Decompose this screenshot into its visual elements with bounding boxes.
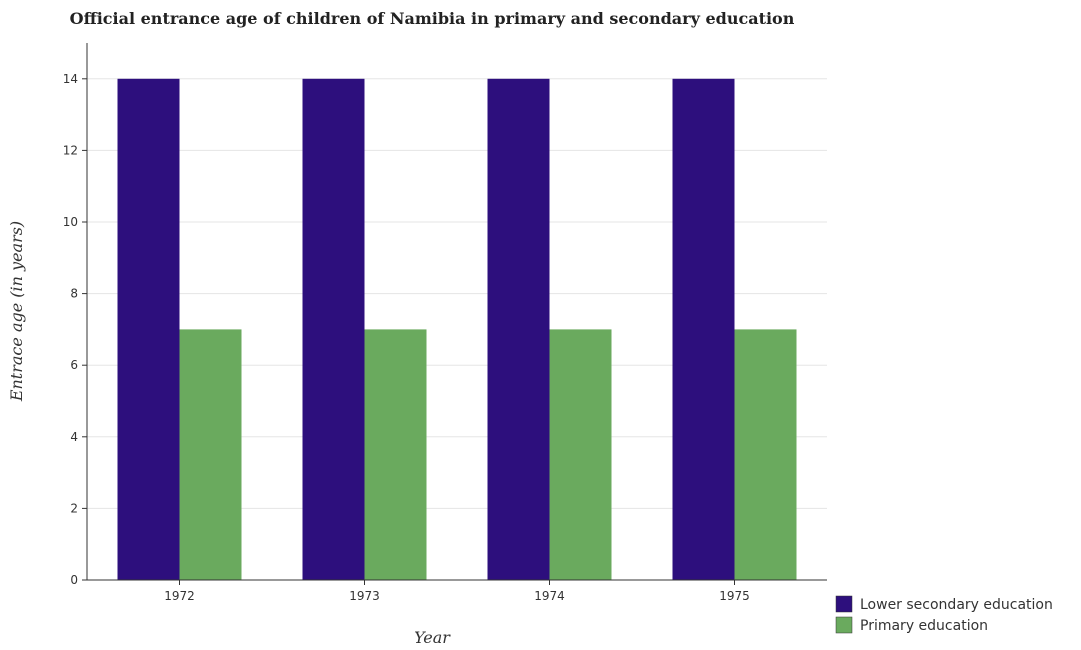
y-axis-title: Entrace age (in years) bbox=[7, 221, 26, 402]
bar-lower-secondary-1972 bbox=[117, 78, 180, 581]
bar-primary-1973 bbox=[364, 329, 427, 580]
y-tick-label: 10 bbox=[63, 215, 78, 229]
y-tick-label: 2 bbox=[70, 501, 78, 515]
x-axis-title: Year bbox=[414, 628, 451, 647]
x-tick-label: 1972 bbox=[164, 589, 195, 603]
y-tick-label: 6 bbox=[70, 358, 78, 372]
plot-area bbox=[86, 43, 827, 581]
x-tick-label: 1975 bbox=[719, 589, 750, 603]
bar-primary-1974 bbox=[549, 329, 612, 580]
y-tick-label: 8 bbox=[70, 287, 78, 301]
bars bbox=[117, 78, 797, 581]
y-tick-label: 12 bbox=[63, 143, 78, 157]
legend-label: Primary education bbox=[860, 618, 988, 634]
x-tick-label: 1974 bbox=[534, 589, 565, 603]
bar-lower-secondary-1974 bbox=[487, 78, 550, 581]
bar-lower-secondary-1973 bbox=[302, 78, 365, 581]
y-axis-ticks: 0 2 4 6 8 10 12 14 bbox=[63, 72, 87, 587]
legend-swatch bbox=[835, 616, 853, 634]
bar-primary-1975 bbox=[734, 329, 797, 580]
chart-title: Official entrance age of children of Nam… bbox=[70, 9, 795, 28]
legend-label: Lower secondary education bbox=[860, 597, 1053, 613]
y-tick-label: 4 bbox=[70, 430, 78, 444]
x-tick-label: 1973 bbox=[349, 589, 380, 603]
legend: Lower secondary education Primary educati… bbox=[835, 595, 1053, 634]
y-tick-label: 0 bbox=[70, 573, 78, 587]
y-tick-label: 14 bbox=[63, 72, 78, 86]
legend-swatch bbox=[835, 595, 853, 613]
x-axis-ticks: 1972 1973 1974 1975 bbox=[164, 580, 750, 603]
bar-lower-secondary-1975 bbox=[672, 78, 735, 581]
bar-primary-1972 bbox=[179, 329, 242, 580]
